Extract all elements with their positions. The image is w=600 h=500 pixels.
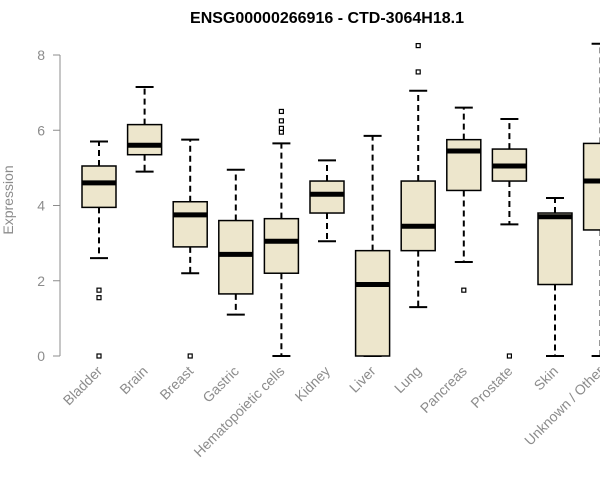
outlier-point [96,287,102,293]
outlier-point [187,353,193,359]
y-tick-label: 6 [37,122,45,138]
outlier-point [278,118,284,124]
x-category-label: Liver [346,363,379,396]
box-brain [126,85,163,173]
x-category-label: Gastric [199,363,242,406]
x-category-label: Kidney [292,363,334,405]
x-category-label: Brain [116,363,150,397]
y-tick-label: 8 [37,47,45,63]
box-iqr [446,138,482,192]
box-iqr [263,217,300,274]
x-category-label: Hematopoietic cells [190,363,287,460]
y-tick-label: 0 [37,348,45,364]
box-breast [172,138,208,359]
x-category-label: Pancreas [417,363,470,416]
y-axis-label: Expression [0,165,16,234]
box-iqr [81,165,117,209]
y-axis: 0 2 4 6 8 [37,47,61,364]
box-iqr [537,212,573,286]
box-iqr [354,249,391,357]
outlier-point [506,353,512,359]
outlier-point [278,108,284,115]
outlier-point [96,353,102,359]
box-prostate [491,117,528,359]
box-iqr [309,180,345,214]
x-category-label: Skin [531,363,562,394]
outlier-point [415,69,421,75]
x-category-label: Unknown / Other [521,363,600,449]
chart-title: ENSG00000266916 - CTD-3064H18.1 [190,10,464,27]
box-group [81,42,600,359]
box-iqr [582,142,600,231]
box-iqr [400,180,436,252]
box-iqr [126,123,163,156]
box-skin [537,196,573,357]
y-tick-label: 4 [37,198,45,214]
box-bladder [81,140,117,359]
x-category-label: Prostate [467,363,515,411]
x-category-label: Breast [156,363,196,403]
box-liver [354,134,391,357]
outlier-point [415,42,421,49]
box-iqr [172,200,208,248]
outlier-point [461,287,467,293]
box-kidney [309,159,345,243]
box-iqr [218,219,254,295]
box-unknown-other [582,42,600,357]
box-gastric [218,168,254,316]
x-category-label: Bladder [60,363,106,409]
box-lung [400,42,436,309]
outlier-point [278,125,284,131]
y-tick-label: 2 [37,273,45,289]
outlier-point [96,295,102,301]
x-category-label: Lung [391,363,424,396]
box-hematopoietic-cells [263,108,300,357]
box-pancreas [446,106,482,293]
